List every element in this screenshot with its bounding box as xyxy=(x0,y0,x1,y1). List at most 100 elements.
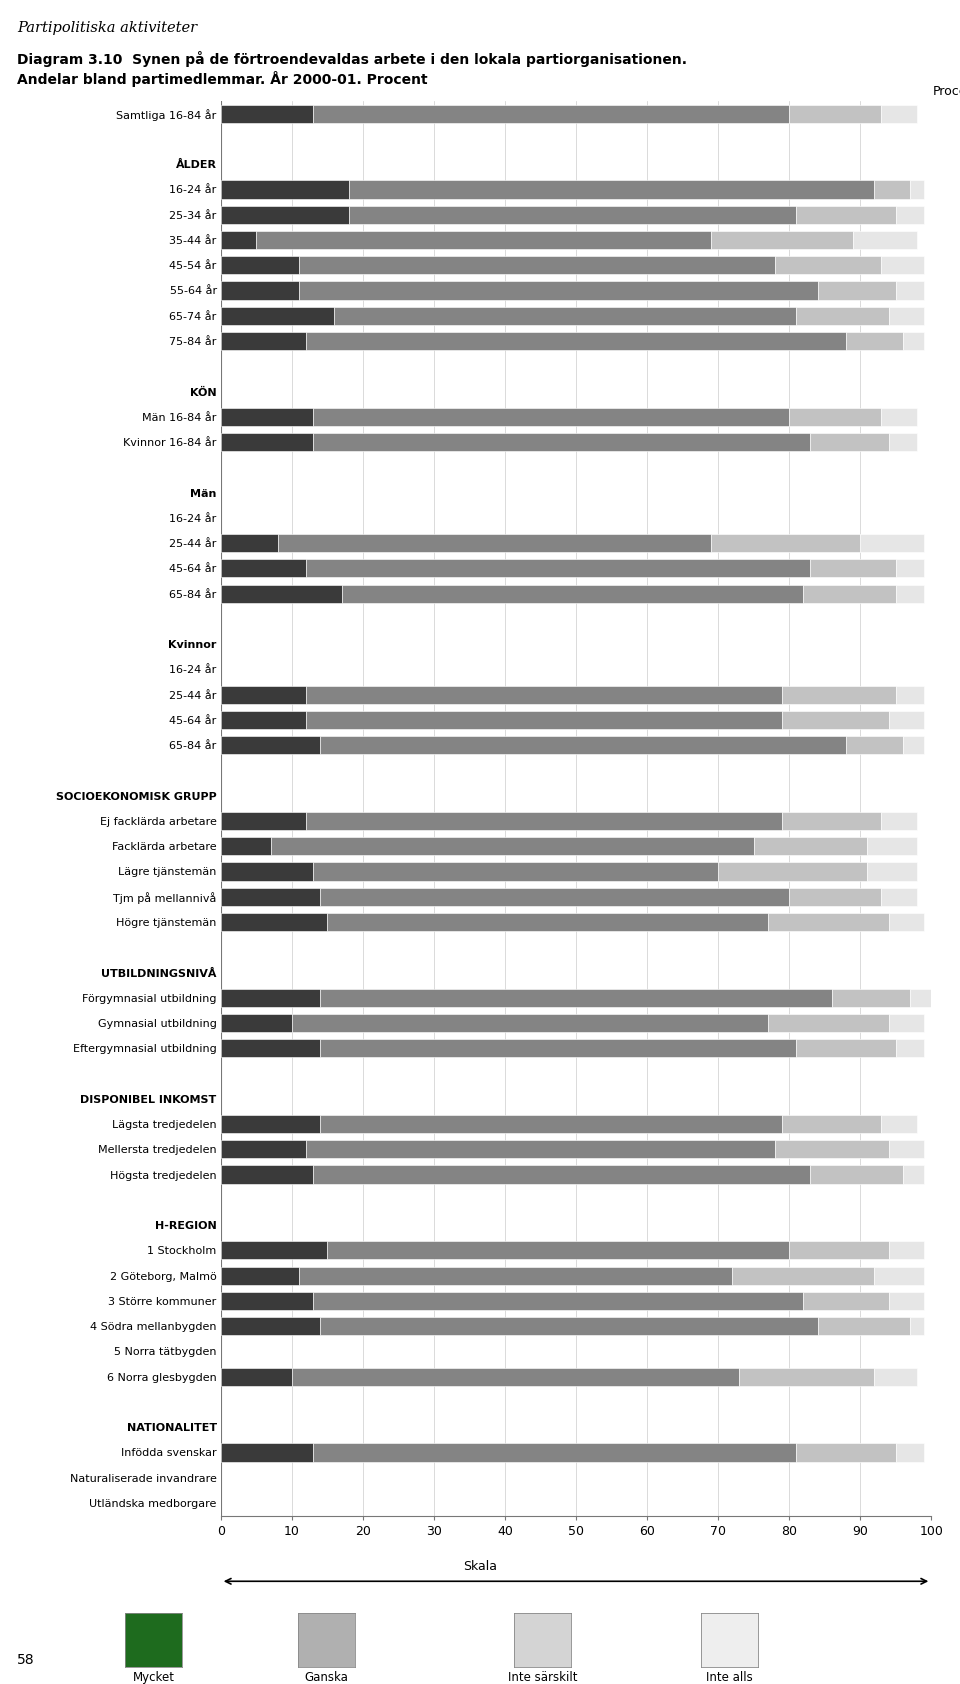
Bar xyxy=(221,887,321,906)
Bar xyxy=(221,1266,299,1285)
Bar xyxy=(348,180,875,199)
Bar xyxy=(221,837,271,855)
Text: Mycket
bra: Mycket bra xyxy=(132,1671,175,1684)
Bar xyxy=(313,1443,796,1462)
Bar xyxy=(306,711,782,729)
Bar xyxy=(256,231,711,249)
Bar xyxy=(221,205,348,224)
Bar xyxy=(306,332,846,350)
Bar xyxy=(313,433,810,451)
Bar xyxy=(299,281,818,300)
Bar xyxy=(818,1317,910,1335)
Bar xyxy=(881,256,924,274)
Text: Inte alls
bra: Inte alls bra xyxy=(707,1671,753,1684)
Bar xyxy=(221,256,299,274)
Bar xyxy=(910,1317,924,1335)
Bar xyxy=(889,306,924,325)
Bar xyxy=(875,180,910,199)
Bar xyxy=(902,1165,924,1184)
Bar xyxy=(221,1014,292,1032)
Bar xyxy=(321,887,789,906)
Bar xyxy=(711,534,860,552)
Bar xyxy=(889,711,924,729)
Bar xyxy=(889,1140,924,1159)
Bar xyxy=(860,534,924,552)
Bar xyxy=(313,1165,810,1184)
Bar xyxy=(889,1014,924,1032)
Bar xyxy=(896,685,924,704)
Bar xyxy=(334,306,796,325)
Bar xyxy=(221,989,321,1007)
Bar xyxy=(306,685,782,704)
Bar xyxy=(321,1039,796,1058)
Bar xyxy=(221,534,277,552)
Bar xyxy=(221,862,313,881)
Bar xyxy=(221,1317,321,1335)
Text: Diagram 3.10  Synen på de förtroendevaldas arbete i den lokala partiorganisation: Diagram 3.10 Synen på de förtroendevalda… xyxy=(17,51,687,67)
Bar xyxy=(221,685,306,704)
Bar xyxy=(221,559,306,578)
Bar xyxy=(875,1266,924,1285)
Bar xyxy=(889,1241,924,1260)
Bar xyxy=(881,1115,917,1133)
Bar xyxy=(313,862,718,881)
Bar xyxy=(782,685,896,704)
Text: Procent: Procent xyxy=(933,84,960,98)
Bar xyxy=(321,1317,818,1335)
Bar xyxy=(306,812,782,830)
Bar xyxy=(292,1367,739,1386)
Text: Partipolitiska aktiviteter: Partipolitiska aktiviteter xyxy=(17,20,198,35)
Bar xyxy=(902,736,924,754)
Bar xyxy=(902,332,924,350)
Bar xyxy=(789,408,881,426)
Bar xyxy=(313,408,789,426)
Bar xyxy=(796,306,889,325)
Bar xyxy=(881,104,917,123)
Bar xyxy=(846,736,902,754)
Bar xyxy=(292,1014,768,1032)
Bar xyxy=(306,1140,775,1159)
Bar xyxy=(221,1292,313,1310)
Bar xyxy=(221,281,299,300)
Bar xyxy=(789,887,881,906)
Bar xyxy=(775,1140,889,1159)
Bar xyxy=(810,433,889,451)
Bar xyxy=(221,913,327,931)
Bar xyxy=(221,1241,327,1260)
Bar xyxy=(804,584,896,603)
Bar xyxy=(221,812,306,830)
Bar xyxy=(804,1292,889,1310)
Bar xyxy=(775,256,881,274)
Bar xyxy=(313,1292,804,1310)
Text: Andelar bland partimedlemmar. År 2000-01. Procent: Andelar bland partimedlemmar. År 2000-01… xyxy=(17,71,428,88)
Bar xyxy=(818,281,896,300)
Bar xyxy=(853,231,917,249)
Bar xyxy=(732,1266,875,1285)
Bar xyxy=(306,559,810,578)
Bar xyxy=(221,736,321,754)
Text: Skala: Skala xyxy=(463,1559,497,1573)
Bar xyxy=(221,1367,292,1386)
Text: Inte särskilt
bra: Inte särskilt bra xyxy=(508,1671,577,1684)
Bar xyxy=(271,837,754,855)
Bar xyxy=(221,180,348,199)
Bar xyxy=(221,1039,321,1058)
Bar xyxy=(875,1367,917,1386)
Bar xyxy=(910,180,924,199)
Bar xyxy=(867,862,917,881)
Bar xyxy=(754,837,867,855)
Bar xyxy=(299,256,775,274)
Bar xyxy=(342,584,804,603)
Bar xyxy=(221,433,313,451)
Bar xyxy=(327,1241,789,1260)
Bar xyxy=(789,104,881,123)
Bar xyxy=(889,433,917,451)
Bar xyxy=(221,408,313,426)
Bar xyxy=(221,584,342,603)
Bar xyxy=(321,989,831,1007)
Bar xyxy=(768,913,889,931)
Bar xyxy=(321,1115,782,1133)
Bar xyxy=(810,559,896,578)
Bar xyxy=(327,913,768,931)
Bar xyxy=(718,862,867,881)
